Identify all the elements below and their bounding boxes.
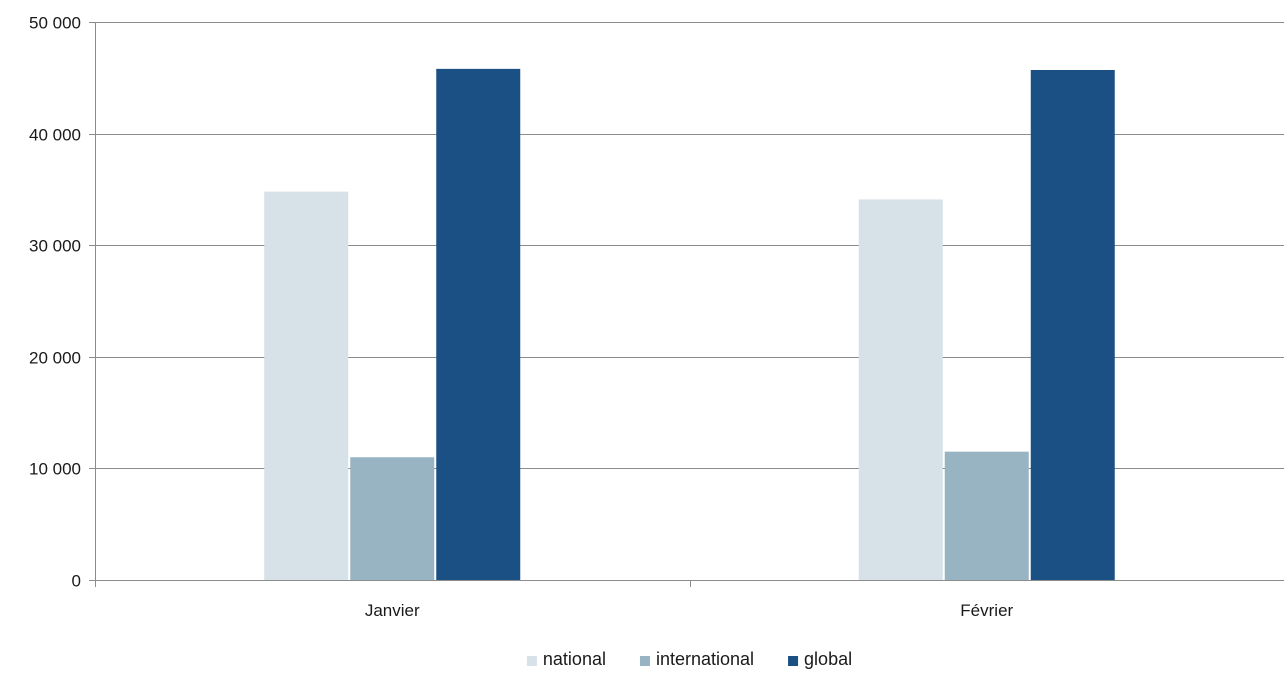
legend-swatch	[788, 656, 799, 666]
bar-global-février	[1030, 69, 1115, 580]
legend-item-global: global	[788, 649, 852, 669]
axes	[89, 22, 1284, 587]
legend-swatch	[526, 656, 537, 666]
x-tick-label: Février	[960, 601, 1013, 620]
y-tick-label: 40 000	[29, 126, 81, 145]
bar-international-janvier	[350, 457, 435, 580]
y-tick-label: 50 000	[29, 14, 81, 33]
legend-label: national	[543, 649, 606, 669]
y-tick-label: 20 000	[29, 349, 81, 368]
y-tick-label: 30 000	[29, 237, 81, 256]
legend-item-national: national	[526, 649, 606, 669]
legend-item-international: international	[639, 649, 754, 669]
legend: national international global	[526, 649, 852, 669]
bar-international-février	[944, 451, 1029, 580]
x-tick-label: Janvier	[365, 601, 420, 620]
bar-national-janvier	[264, 191, 349, 580]
bars	[264, 68, 1115, 580]
legend-label: international	[656, 649, 754, 669]
bar-national-février	[858, 199, 943, 580]
y-tick-label: 0	[72, 572, 81, 591]
y-axis-tick-labels: 0 10 000 20 000 30 000 40 000 50 000	[29, 14, 81, 591]
x-axis-tick-labels: Janvier Février	[365, 601, 1014, 620]
legend-label: global	[804, 649, 852, 669]
bar-global-janvier	[436, 68, 521, 580]
legend-swatch	[639, 656, 650, 666]
y-tick-label: 10 000	[29, 460, 81, 479]
